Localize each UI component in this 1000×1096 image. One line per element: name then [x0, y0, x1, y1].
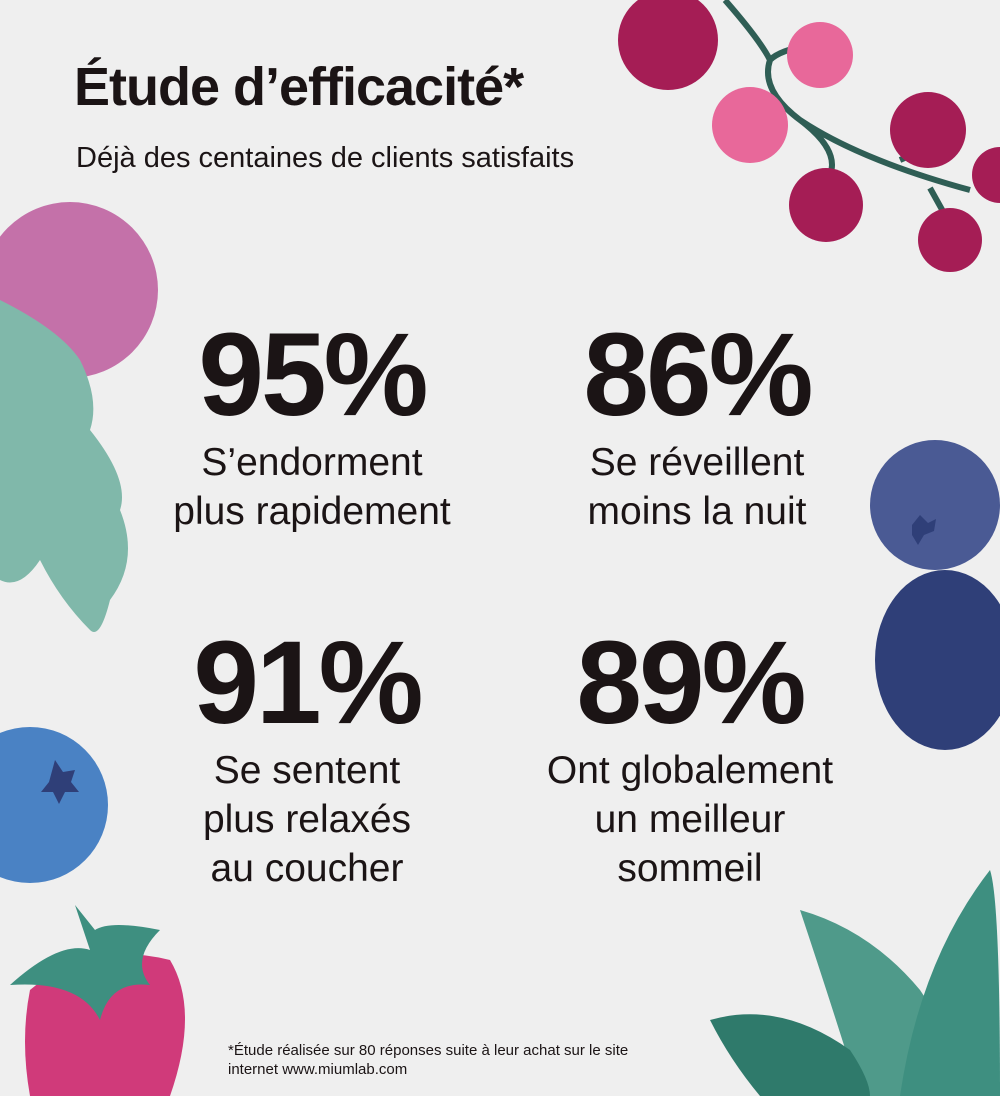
strawberry-illustration: [10, 905, 185, 1096]
stat-label-line: moins la nuit: [587, 490, 807, 533]
stat-label-line: plus rapidement: [173, 490, 451, 533]
redcurrant-branch-illustration: [618, 0, 1000, 272]
page-title: Étude d’efficacité*: [74, 57, 524, 117]
stat-label: Se réveillent moins la nuit: [487, 438, 907, 536]
stat-label: Ont globalement un meilleur sommeil: [480, 746, 900, 893]
stat-fall-asleep: 95% S’endorment plus rapidement: [102, 316, 522, 536]
blueberry-illustration: [870, 440, 1000, 570]
stat-value: 95%: [198, 309, 428, 441]
blackberry-illustration: [875, 570, 1000, 750]
stat-value: 91%: [193, 617, 423, 749]
leaf-illustration: [0, 300, 128, 632]
stat-value: 86%: [583, 309, 813, 441]
stat-label-line: un meilleur: [594, 798, 786, 841]
stat-relaxed: 91% Se sentent plus relaxés au coucher: [97, 624, 517, 893]
stat-label-line: Se réveillent: [589, 441, 805, 484]
footnote: *Étude réalisée sur 80 réponses suite à …: [228, 1041, 688, 1079]
stat-value: 89%: [576, 617, 806, 749]
footnote-line: internet www.miumlab.com: [228, 1061, 408, 1078]
stat-better-sleep: 89% Ont globalement un meilleur sommeil: [480, 624, 900, 893]
blueberry-left-illustration: [0, 727, 108, 883]
footnote-line: *Étude réalisée sur 80 réponses suite à …: [228, 1042, 629, 1059]
stat-label: Se sentent plus relaxés au coucher: [97, 746, 517, 893]
stat-label-line: Ont globalement: [546, 749, 834, 792]
page-subtitle: Déjà des centaines de clients satisfaits: [76, 142, 575, 174]
stat-label: S’endorment plus rapidement: [102, 438, 522, 536]
stat-label-line: plus relaxés: [202, 798, 412, 841]
stat-label-line: S’endorment: [201, 441, 423, 484]
mint-leaves-illustration: [710, 870, 1000, 1096]
stat-label-line: Se sentent: [213, 749, 401, 792]
stat-label-line: au coucher: [210, 847, 404, 890]
stat-wake-less: 86% Se réveillent moins la nuit: [487, 316, 907, 536]
stat-label-line: sommeil: [617, 847, 763, 890]
